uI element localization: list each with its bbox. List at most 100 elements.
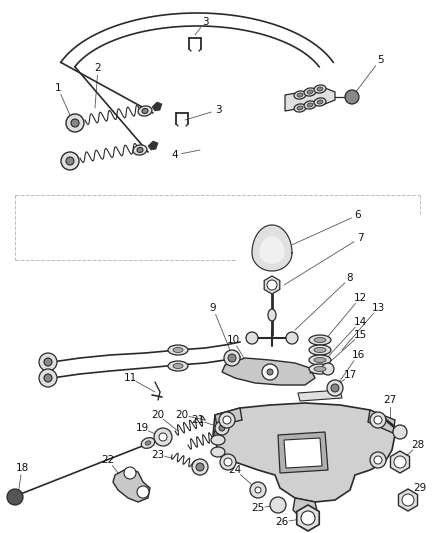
Circle shape: [262, 364, 278, 380]
Text: 18: 18: [15, 463, 28, 473]
Circle shape: [345, 90, 359, 104]
Polygon shape: [297, 505, 319, 531]
Circle shape: [196, 463, 204, 471]
Ellipse shape: [141, 438, 155, 448]
Text: 13: 13: [371, 303, 385, 313]
Text: 4: 4: [172, 150, 178, 160]
Ellipse shape: [168, 361, 188, 371]
Circle shape: [228, 354, 236, 362]
Circle shape: [192, 459, 208, 475]
Ellipse shape: [211, 447, 225, 457]
Ellipse shape: [314, 98, 326, 106]
Ellipse shape: [137, 148, 143, 152]
Circle shape: [374, 416, 382, 424]
Text: 25: 25: [251, 503, 265, 513]
Circle shape: [250, 482, 266, 498]
Circle shape: [220, 454, 236, 470]
Polygon shape: [215, 408, 242, 426]
Circle shape: [246, 332, 258, 344]
Text: 26: 26: [276, 517, 289, 527]
Circle shape: [270, 497, 286, 513]
Text: 20: 20: [152, 410, 165, 420]
Circle shape: [370, 412, 386, 428]
Ellipse shape: [314, 367, 326, 372]
Ellipse shape: [309, 364, 331, 374]
Circle shape: [39, 369, 57, 387]
Polygon shape: [399, 489, 417, 511]
Text: 24: 24: [228, 465, 242, 475]
Circle shape: [215, 421, 229, 435]
Circle shape: [402, 494, 414, 506]
Polygon shape: [152, 102, 162, 111]
Circle shape: [255, 487, 261, 493]
Circle shape: [374, 456, 382, 464]
Ellipse shape: [317, 87, 323, 91]
Circle shape: [393, 425, 407, 439]
Text: 17: 17: [343, 370, 357, 380]
Polygon shape: [213, 403, 395, 502]
Circle shape: [267, 280, 277, 290]
Ellipse shape: [314, 85, 326, 93]
Polygon shape: [278, 432, 328, 473]
Polygon shape: [260, 237, 284, 263]
Text: 3: 3: [201, 17, 208, 27]
Ellipse shape: [297, 93, 303, 97]
Text: 29: 29: [413, 483, 427, 493]
Text: 10: 10: [226, 335, 240, 345]
Circle shape: [219, 412, 235, 428]
Ellipse shape: [297, 106, 303, 110]
Circle shape: [39, 353, 57, 371]
Circle shape: [224, 458, 232, 466]
Circle shape: [286, 332, 298, 344]
Circle shape: [71, 119, 79, 127]
Ellipse shape: [317, 100, 323, 104]
Polygon shape: [222, 358, 315, 385]
Polygon shape: [390, 451, 410, 473]
Circle shape: [267, 369, 273, 375]
Circle shape: [301, 511, 315, 525]
Ellipse shape: [304, 101, 316, 109]
Text: 9: 9: [210, 303, 216, 313]
Ellipse shape: [304, 88, 316, 96]
Circle shape: [370, 452, 386, 468]
Polygon shape: [285, 88, 335, 111]
Circle shape: [124, 467, 136, 479]
Text: 19: 19: [135, 423, 148, 433]
Circle shape: [137, 486, 149, 498]
Text: 15: 15: [353, 330, 367, 340]
Ellipse shape: [294, 104, 306, 112]
Text: 21: 21: [191, 415, 205, 425]
Ellipse shape: [309, 345, 331, 355]
Circle shape: [154, 428, 172, 446]
Ellipse shape: [294, 91, 306, 99]
Ellipse shape: [211, 435, 225, 445]
Ellipse shape: [314, 358, 326, 362]
Text: 23: 23: [152, 450, 165, 460]
Text: 28: 28: [411, 440, 424, 450]
Polygon shape: [368, 410, 395, 433]
Text: 8: 8: [347, 273, 353, 283]
Ellipse shape: [145, 441, 151, 445]
Ellipse shape: [173, 364, 183, 368]
Ellipse shape: [142, 109, 148, 114]
Text: 5: 5: [377, 55, 383, 65]
Ellipse shape: [173, 348, 183, 352]
Circle shape: [223, 416, 231, 424]
Ellipse shape: [268, 309, 276, 321]
Ellipse shape: [314, 337, 326, 343]
Text: 6: 6: [355, 210, 361, 220]
Polygon shape: [264, 276, 280, 294]
Text: 1: 1: [55, 83, 61, 93]
Text: 22: 22: [101, 455, 115, 465]
Ellipse shape: [138, 106, 152, 116]
Circle shape: [331, 384, 339, 392]
Text: 11: 11: [124, 373, 137, 383]
Circle shape: [327, 380, 343, 396]
Circle shape: [159, 433, 167, 441]
Ellipse shape: [168, 345, 188, 355]
Circle shape: [219, 425, 225, 431]
Circle shape: [394, 456, 406, 468]
Circle shape: [224, 350, 240, 366]
Polygon shape: [113, 468, 150, 502]
Ellipse shape: [307, 103, 313, 107]
